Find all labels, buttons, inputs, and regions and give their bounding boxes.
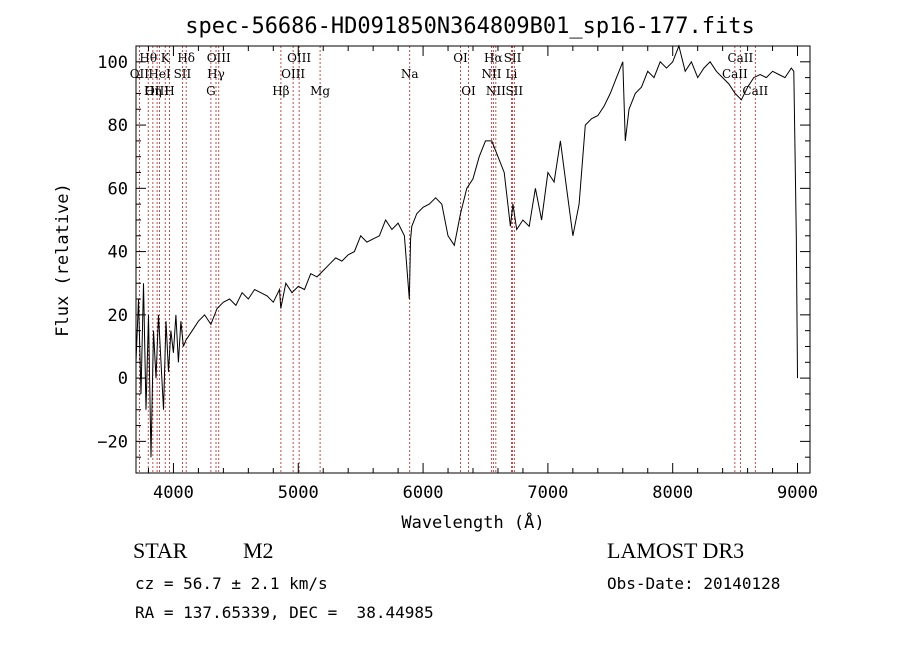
x-tick-label: 7000 [527, 483, 568, 503]
y-tick-label: 20 [108, 306, 128, 326]
flux-line [135, 44, 798, 458]
emission-lines [138, 46, 756, 473]
obs-date: Obs-Date: 20140128 [607, 574, 781, 593]
y-tick-label: −20 [97, 432, 128, 452]
star-type: STAR [133, 538, 188, 563]
emission-line-label: K [161, 51, 171, 65]
x-tick-label: 9000 [777, 483, 818, 503]
emission-line-label: CaII [742, 84, 768, 98]
emission-line-label: HeI [148, 67, 171, 81]
emission-line-label: Na [401, 67, 419, 81]
emission-line-label: Hβ [272, 84, 289, 98]
emission-line-label: CaII [727, 51, 753, 65]
emission-line-label: OIII [287, 51, 311, 65]
x-axis: 4000 5000 6000 7000 8000 9000 [147, 46, 818, 503]
emission-line-label: SII [174, 67, 192, 81]
y-tick-label: 40 [108, 243, 128, 263]
ra-dec: RA = 137.65339, DEC = 38.44985 [135, 603, 434, 622]
emission-line-label: OI [461, 84, 476, 98]
emission-line-label: SII [504, 51, 522, 65]
emission-line-label: NII [486, 84, 506, 98]
emission-line-label: H [164, 84, 174, 98]
emission-line-label: Li [506, 67, 518, 81]
chart-title: spec-56686-HD091850N364809B01_sp16-177.f… [185, 14, 755, 39]
x-tick-label: 8000 [652, 483, 693, 503]
emission-line-label: Hη [144, 84, 162, 98]
y-axis: −20 0 20 40 60 80 100 [97, 45, 810, 458]
emission-line-label: G [206, 84, 216, 98]
emission-line-label: Mg [310, 84, 330, 98]
emission-line-label: Hθ [139, 51, 157, 65]
y-tick-label: 60 [108, 179, 128, 199]
emission-line-label: Hγ [207, 67, 225, 81]
emission-line-label: CaII [722, 67, 748, 81]
emission-line-label: OIII [281, 67, 305, 81]
emission-line-label: SII [505, 84, 523, 98]
y-axis-label: Flux (relative) [53, 183, 73, 337]
emission-line-label: Hδ [177, 51, 195, 65]
x-tick-label: 5000 [278, 483, 319, 503]
emission-line-label: OI [453, 51, 468, 65]
emission-line-label: OIII [145, 84, 169, 98]
emission-line-label: Hα [484, 51, 503, 65]
y-tick-label: 100 [97, 53, 128, 73]
x-tick-label: 4000 [153, 483, 194, 503]
emission-line-label: OII [130, 67, 150, 81]
plot-frame [135, 45, 811, 474]
x-tick-label: 6000 [403, 483, 444, 503]
survey-name: LAMOST DR3 [607, 538, 745, 563]
redshift-cz: cz = 56.7 ± 2.1 km/s [135, 574, 328, 593]
emission-line-label: OIII [207, 51, 231, 65]
emission-line-label: NII [481, 67, 501, 81]
y-tick-label: 80 [108, 116, 128, 136]
x-axis-label: Wavelength (Å) [401, 511, 544, 533]
y-tick-label: 0 [118, 369, 128, 389]
spectral-subclass: M2 [243, 538, 274, 563]
